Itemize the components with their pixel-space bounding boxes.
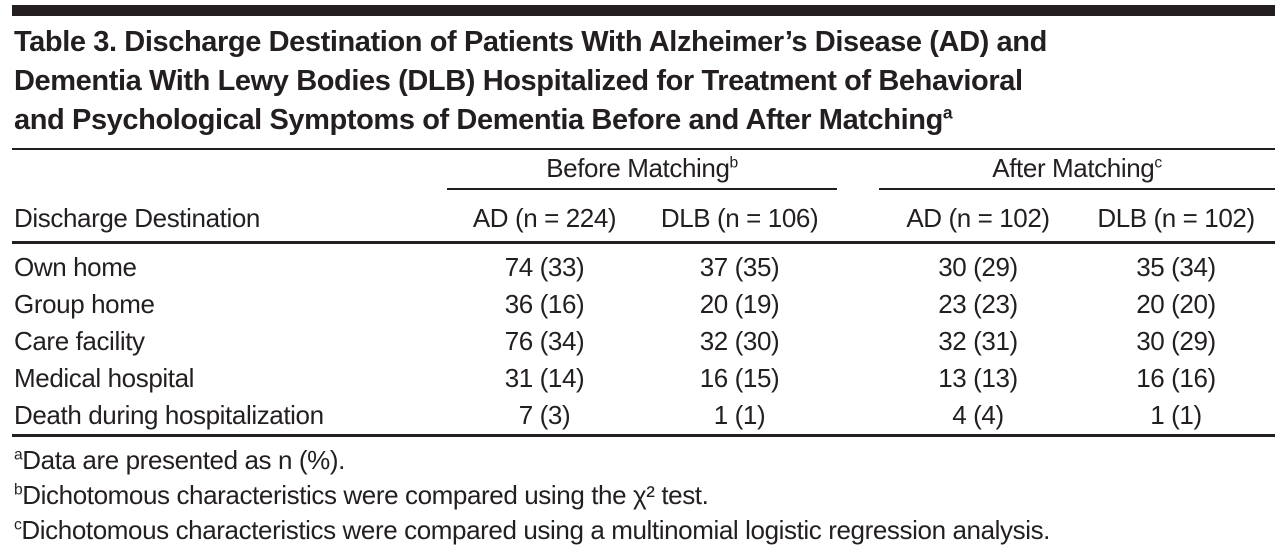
column-header-ad-after: AD (n = 102) [879, 190, 1078, 244]
cell-value: 20 (19) [699, 289, 780, 319]
cell-value: 30 (29) [938, 252, 1018, 282]
footnote-text: Data are presented as n (%). [22, 445, 345, 475]
cell-value: 76 (34) [504, 326, 585, 356]
sub-header-row: AD (n = 224) DLB (n = 106) AD (n = 102) … [12, 190, 1276, 244]
column-gap [837, 323, 879, 360]
cell-value: 23 (23) [938, 289, 1018, 319]
cell-value: 7 (3) [447, 397, 642, 437]
table-header: Discharge Destination Before Matchingb A… [12, 150, 1276, 244]
discharge-destination-table: Discharge Destination Before Matchingb A… [12, 150, 1276, 437]
row-label: Care facility [14, 326, 145, 356]
title-line-3-text: and Psychological Symptoms of Dementia B… [14, 104, 943, 136]
column-header-ad-before: AD (n = 224) [447, 190, 642, 244]
table-row: Own home 74 (33) 37 (35) 30 (29) 35 (34) [12, 243, 1275, 287]
table-row: Death during hospitalization 7 (3) 1 (1) 4 … [12, 397, 1276, 437]
after-matching-spanner: After Matchingc [879, 153, 1276, 190]
cell-value: 74 (33) [504, 252, 585, 282]
footnote-marker: c [14, 516, 22, 534]
before-matching-label: Before Matching [546, 153, 730, 183]
group-header-row: Discharge Destination Before Matchingb A… [12, 150, 1276, 244]
cell-value: 4 (4) [879, 397, 1078, 437]
cell-value: 31 (14) [504, 363, 585, 393]
column-gap [837, 397, 880, 437]
row-label: Death during hospitalization [12, 397, 447, 437]
cell-value: 35 (34) [1136, 252, 1216, 282]
column-group-before-matching: Before Matchingb [447, 150, 838, 190]
row-label: Medical hospital [14, 363, 195, 393]
table-row: Group home 36 (16) 20 (19) 23 (23) 20 (20) [12, 286, 1275, 323]
cell-value: 1 (1) [1077, 397, 1276, 437]
title-rule [12, 148, 1275, 150]
before-matching-spanner: Before Matchingb [447, 153, 838, 190]
cell-value: 16 (15) [699, 363, 780, 393]
title-line-3: and Psychological Symptoms of Dementia B… [14, 101, 1273, 140]
column-gap [837, 150, 880, 244]
footnote-marker: a [14, 446, 23, 464]
after-matching-footnote-marker: c [1154, 154, 1162, 172]
cell-value: 1 (1) [642, 397, 838, 437]
footnote: bDichotomous characteristics were compar… [14, 478, 1273, 513]
footnote-marker: b [14, 481, 23, 499]
table-row: Care facility 76 (34) 32 (30) 32 (31) 30 (29… [12, 323, 1275, 360]
table-body: Own home 74 (33) 37 (35) 30 (29) 35 (34) Grou… [12, 243, 1276, 437]
cell-value: 36 (16) [504, 289, 585, 319]
column-group-after-matching: After Matchingc [879, 150, 1276, 190]
column-gap [837, 360, 879, 397]
after-matching-label: After Matching [992, 153, 1155, 183]
title-line-1: Table 3. Discharge Destination of Patien… [14, 26, 1047, 58]
footnote: aData are presented as n (%). [14, 443, 1273, 478]
title-footnote-marker: a [942, 102, 953, 123]
title-line-2: Dementia With Lewy Bodies (DLB) Hospital… [14, 65, 1023, 97]
cell-value: 30 (29) [1136, 326, 1216, 356]
cell-value: 37 (35) [699, 252, 780, 282]
top-bar [12, 5, 1275, 16]
column-gap [837, 243, 879, 287]
footnote-text: Dichotomous characteristics were compare… [22, 480, 709, 510]
cell-value: 32 (30) [699, 326, 780, 356]
cell-value: 32 (31) [938, 326, 1018, 356]
cell-value: 20 (20) [1136, 289, 1216, 319]
table-row: Medical hospital 31 (14) 16 (15) 13 (13) 16 … [12, 360, 1275, 397]
row-label: Group home [14, 289, 155, 319]
table-title: Table 3. Discharge Destination of Patien… [14, 23, 1273, 140]
row-label: Own home [14, 252, 137, 282]
column-gap [837, 286, 879, 323]
column-header-dlb-after: DLB (n = 102) [1077, 190, 1276, 244]
column-header-discharge-destination: Discharge Destination [12, 150, 447, 244]
footnote-text: Dichotomous characteristics were compare… [21, 515, 1051, 545]
cell-value: 16 (16) [1136, 363, 1216, 393]
footnotes: aData are presented as n (%). bDichotomou… [14, 443, 1273, 548]
footnote: cDichotomous characteristics were compar… [14, 513, 1273, 548]
before-matching-footnote-marker: b [729, 154, 739, 172]
column-header-dlb-before: DLB (n = 106) [642, 190, 838, 244]
cell-value: 13 (13) [938, 363, 1018, 393]
